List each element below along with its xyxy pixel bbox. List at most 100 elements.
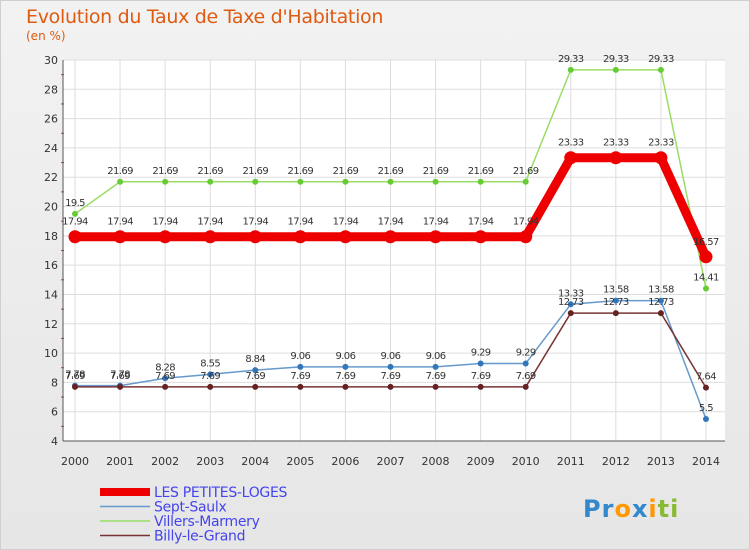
data-label: 21.69 (152, 166, 178, 177)
data-label: 13.58 (603, 285, 629, 296)
logo-part: ti (658, 495, 680, 523)
data-point (657, 310, 664, 317)
data-label: 21.69 (513, 166, 539, 177)
data-label: 17.94 (197, 217, 223, 228)
data-point (383, 230, 397, 244)
data-label: 7.64 (696, 372, 716, 383)
data-point (612, 66, 619, 73)
y-tick-label: 4 (51, 435, 58, 448)
data-label: 21.69 (242, 166, 268, 177)
x-tick-label: 2005 (286, 455, 314, 468)
data-label: 21.69 (333, 166, 359, 177)
data-point (162, 375, 169, 382)
data-point (252, 367, 259, 374)
data-point (342, 363, 349, 370)
data-label: 7.69 (426, 371, 446, 382)
data-point (68, 230, 82, 244)
data-point (117, 383, 124, 390)
data-point (158, 230, 172, 244)
x-tick-label: 2006 (331, 455, 359, 468)
data-label: 7.69 (290, 371, 310, 382)
data-label: 7.69 (471, 371, 491, 382)
y-axis-unit: (en %) (26, 29, 66, 43)
data-point (203, 230, 217, 244)
data-point (162, 383, 169, 390)
data-point (387, 363, 394, 370)
y-tick-label: 10 (44, 347, 58, 360)
data-point (248, 230, 262, 244)
data-point (699, 250, 713, 264)
data-label: 29.33 (603, 54, 629, 65)
x-tick-label: 2004 (241, 455, 269, 468)
data-point (429, 230, 443, 244)
x-tick-label: 2000 (61, 455, 89, 468)
y-tick-label: 14 (44, 288, 58, 301)
data-label: 23.33 (558, 138, 584, 149)
data-point (297, 363, 304, 370)
y-tick-label: 28 (44, 83, 58, 96)
data-point (567, 310, 574, 317)
plot-area (63, 60, 725, 441)
data-point (609, 151, 623, 165)
data-point (113, 230, 127, 244)
x-tick-label: 2001 (106, 455, 134, 468)
data-label: 17.94 (62, 217, 88, 228)
proxiti-logo: Proxiti (583, 495, 679, 523)
x-tick-label: 2010 (512, 455, 540, 468)
data-label: 12.73 (603, 297, 629, 308)
data-point (657, 297, 664, 304)
data-label: 16.57 (693, 237, 719, 248)
data-label: 13.33 (558, 288, 584, 299)
data-point (522, 360, 529, 367)
logo-part: x (632, 495, 648, 523)
data-point (657, 66, 664, 73)
data-point (387, 178, 394, 185)
data-point (612, 310, 619, 317)
data-point (252, 178, 259, 185)
data-label: 7.78 (110, 370, 130, 381)
y-tick-label: 30 (44, 54, 58, 67)
data-point (342, 178, 349, 185)
data-point (297, 383, 304, 390)
data-label: 5.5 (699, 403, 713, 414)
data-label: 21.69 (288, 166, 314, 177)
data-label: 12.73 (648, 297, 674, 308)
data-label: 23.33 (603, 138, 629, 149)
data-point (293, 230, 307, 244)
x-tick-label: 2008 (422, 455, 450, 468)
data-point (702, 416, 709, 423)
data-label: 21.69 (423, 166, 449, 177)
logo-part: Pr (583, 495, 614, 523)
x-tick-label: 2012 (602, 455, 630, 468)
data-point (387, 383, 394, 390)
data-point (474, 230, 488, 244)
logo-part: i (648, 495, 657, 523)
data-point (162, 178, 169, 185)
data-label: 8.55 (200, 358, 220, 369)
data-label: 9.06 (290, 351, 310, 362)
data-label: 8.84 (245, 354, 265, 365)
data-label: 9.06 (426, 351, 446, 362)
data-point (297, 178, 304, 185)
data-point (72, 383, 78, 390)
chart-title: Evolution du Taux de Taxe d'Habitation (26, 6, 384, 28)
data-label: 7.69 (335, 371, 355, 382)
data-label: 21.69 (197, 166, 223, 177)
y-tick-label: 12 (44, 318, 58, 331)
data-label: 7.69 (65, 371, 85, 382)
data-label: 21.69 (378, 166, 404, 177)
data-point (477, 383, 484, 390)
data-label: 23.33 (648, 138, 674, 149)
data-label: 19.5 (65, 198, 85, 209)
y-tick-label: 24 (44, 142, 58, 155)
legend-label: Billy-le-Grand (154, 529, 245, 545)
data-point (477, 360, 484, 367)
data-label: 21.69 (468, 166, 494, 177)
data-label: 7.69 (381, 371, 401, 382)
data-point (117, 178, 124, 185)
x-tick-label: 2011 (557, 455, 585, 468)
data-point (612, 297, 619, 304)
data-point (522, 383, 529, 390)
data-label: 7.69 (200, 371, 220, 382)
